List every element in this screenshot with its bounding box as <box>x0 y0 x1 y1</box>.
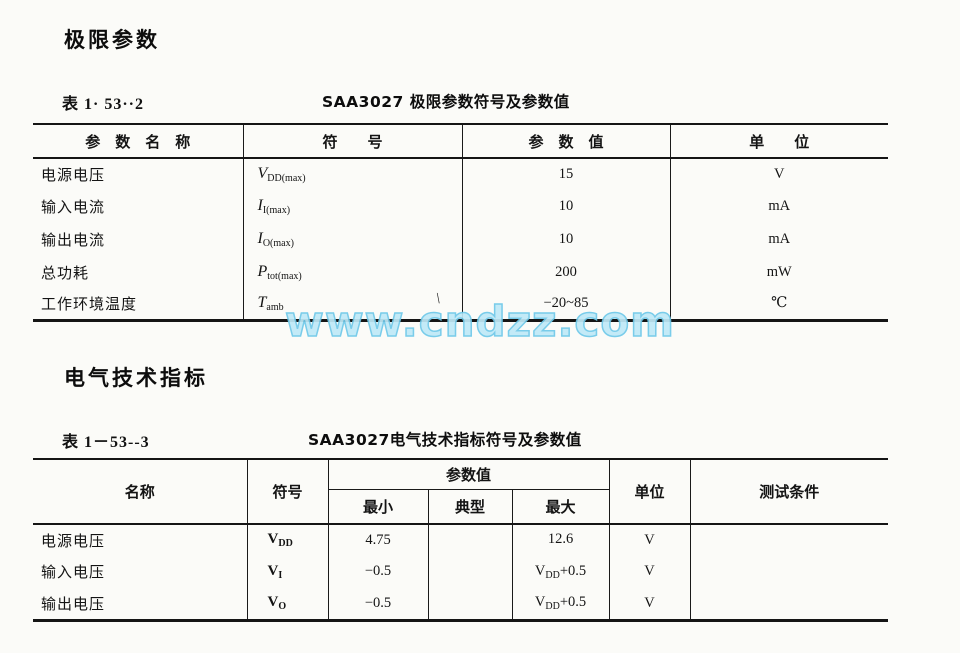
param-symbol: VI <box>246 555 328 589</box>
param-unit: mW <box>669 255 888 289</box>
table2-header-test-conditions: 测试条件 <box>689 459 889 525</box>
table2-header-unit: 单位 <box>608 459 691 525</box>
table-row: 输出电压 VO −0.5 VDD+0.5 V <box>33 588 889 621</box>
param-min: 4.75 <box>327 523 428 556</box>
table-row: 电源电压 VDD(max) 15 V <box>33 158 888 191</box>
param-unit: V <box>608 523 691 556</box>
table2-header-name: 名称 <box>33 459 247 525</box>
param-name: 输入电流 <box>41 200 106 217</box>
table1-header-name: 参 数 名 称 <box>33 124 243 159</box>
param-symbol: Tamb <box>242 288 462 321</box>
param-unit: mA <box>669 190 888 224</box>
param-value: 200 <box>461 255 670 289</box>
param-typ <box>427 588 512 621</box>
table2-caption-number: 表 1－53--3 <box>62 434 150 451</box>
table-row: 工作环境温度 Tamb −20~85 ℃ <box>33 288 888 321</box>
section-title-electrical-specs: 电气技术指标 <box>64 366 208 390</box>
param-name: 输出电流 <box>41 232 106 249</box>
limit-parameters-table: 参 数 名 称 符 号 参 数 值 单 位 电源电压 VDD(max) 15 V… <box>33 123 888 323</box>
table2-header-row-2: 最小 典型 最大 <box>33 489 888 525</box>
table-row: 输出电流 IO(max) 10 mA <box>33 223 888 256</box>
param-unit: V <box>669 158 888 191</box>
table2-header-value-group: 参数值 <box>327 459 610 490</box>
param-value: 10 <box>461 223 670 256</box>
table1-header-symbol: 符 号 <box>242 124 462 159</box>
table1-caption-title: SAA3027 极限参数符号及参数值 <box>322 93 570 111</box>
param-unit: mA <box>669 223 888 256</box>
table-row: 总功耗 Ptot(max) 200 mW <box>33 255 888 289</box>
param-symbol: II(max) <box>242 190 462 224</box>
param-symbol: VDD <box>246 523 328 556</box>
param-symbol: VO <box>246 588 328 621</box>
param-test-condition <box>689 588 889 621</box>
param-name: 总功耗 <box>41 265 90 282</box>
table-row: 电源电压 VDD 4.75 12.6 V <box>33 523 889 556</box>
table1-header-unit: 单 位 <box>669 124 888 159</box>
param-typ <box>427 523 512 556</box>
param-value: 10 <box>461 190 670 224</box>
param-min: −0.5 <box>327 555 428 589</box>
param-unit: V <box>608 588 691 621</box>
table1-header-value: 参 数 值 <box>461 124 670 159</box>
param-name: 输出电压 <box>41 596 106 613</box>
param-symbol: VDD(max) <box>242 158 462 191</box>
param-value: 15 <box>461 158 670 191</box>
section-title-limit-params: 极限参数 <box>64 28 160 52</box>
param-typ <box>427 555 512 589</box>
param-symbol: IO(max) <box>242 223 462 256</box>
table2-header-symbol: 符号 <box>246 459 328 525</box>
param-min: −0.5 <box>327 588 428 621</box>
table-row: 输入电流 II(max) 10 mA <box>33 190 888 224</box>
param-max: VDD+0.5 <box>511 555 610 589</box>
param-max: VDD+0.5 <box>511 588 610 621</box>
param-test-condition <box>689 523 889 556</box>
table2-header-row-1: 名称 符号 参数值 单位 测试条件 <box>33 459 889 525</box>
param-value: −20~85 <box>461 288 670 321</box>
table1-caption-number: 表 1· 53··2 <box>62 96 145 113</box>
table2-caption-title: SAA3027电气技术指标符号及参数值 <box>308 431 582 449</box>
param-name: 输入电压 <box>41 565 106 582</box>
table-row: 输入电压 VI −0.5 VDD+0.5 V <box>33 555 889 589</box>
electrical-specs-table: 名称 符号 参数值 单位 测试条件 最小 典型 最大 电源电压 VDD 4.75… <box>33 458 889 622</box>
param-name: 电源电压 <box>41 533 106 550</box>
table2-header-typ: 典型 <box>427 489 512 525</box>
param-name: 电源电压 <box>41 168 106 185</box>
table1-header-row: 参 数 名 称 符 号 参 数 值 单 位 <box>33 124 888 159</box>
param-test-condition <box>689 555 889 589</box>
param-max: 12.6 <box>511 523 610 556</box>
param-unit: ℃ <box>669 288 888 321</box>
table2-header-max: 最大 <box>511 489 610 525</box>
param-symbol: Ptot(max) <box>242 255 462 289</box>
table2-header-min: 最小 <box>327 489 428 525</box>
param-unit: V <box>608 555 691 589</box>
param-name: 工作环境温度 <box>41 297 138 314</box>
